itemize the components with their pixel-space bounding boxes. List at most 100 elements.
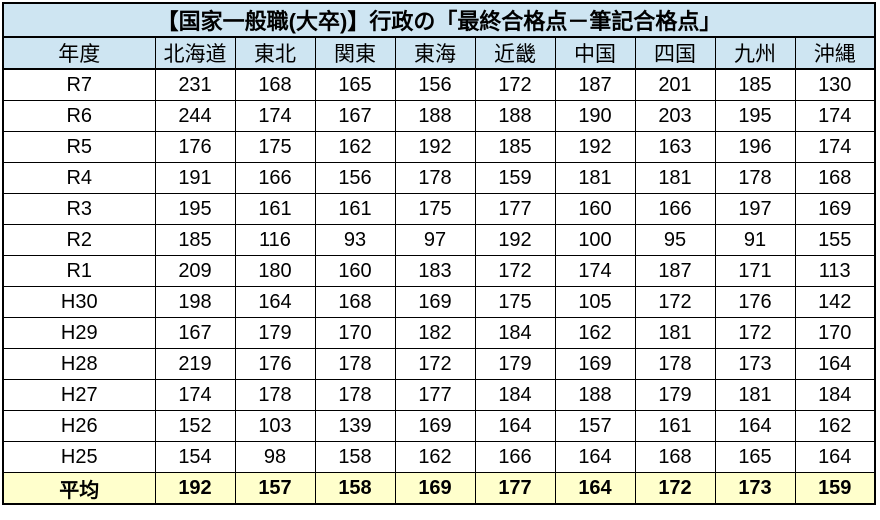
score-table: 【国家一般職(大卒)】行政の「最終合格点－筆記合格点」 年度 北海道 東北 関東 東海近… [2, 2, 876, 505]
average-score-cell: 158 [314, 472, 396, 505]
region-column-header: 九州 [714, 36, 796, 70]
score-cell: 179 [634, 379, 716, 411]
year-cell: H28 [2, 348, 156, 380]
score-cell: 181 [554, 162, 636, 194]
score-cell: 196 [714, 131, 796, 163]
average-score-cell: 192 [154, 472, 236, 505]
score-cell: 180 [234, 255, 316, 287]
score-cell: 174 [794, 100, 876, 132]
year-cell: R6 [2, 100, 156, 132]
score-cell: 95 [634, 224, 716, 256]
score-cell: 152 [154, 410, 236, 442]
table-row: H26 152 103 139 169 164 157 161 164 162 [2, 410, 876, 442]
score-cell: 169 [394, 410, 476, 442]
score-cell: 116 [234, 224, 316, 256]
score-cell: 175 [474, 286, 556, 318]
score-cell: 203 [634, 100, 716, 132]
score-cell: 162 [794, 410, 876, 442]
score-cell: 105 [554, 286, 636, 318]
average-label: 平均 [2, 472, 156, 505]
score-cell: 166 [474, 441, 556, 473]
score-cell: 103 [234, 410, 316, 442]
score-cell: 175 [234, 131, 316, 163]
average-row: 平均 192 157 158 169 177 164 172 173 159 [2, 472, 876, 505]
year-cell: R2 [2, 224, 156, 256]
score-cell: 171 [714, 255, 796, 287]
title-row: 【国家一般職(大卒)】行政の「最終合格点－筆記合格点」 [2, 2, 876, 38]
score-cell: 168 [634, 441, 716, 473]
score-cell: 209 [154, 255, 236, 287]
score-cell: 181 [714, 379, 796, 411]
score-cell: 155 [794, 224, 876, 256]
score-cell: 174 [554, 255, 636, 287]
score-cell: 188 [394, 100, 476, 132]
table-row: R5 176 175 162 192 185 192 163 196 174 [2, 131, 876, 163]
score-cell: 177 [474, 193, 556, 225]
score-cell: 174 [794, 131, 876, 163]
score-cell: 97 [394, 224, 476, 256]
score-cell: 184 [474, 379, 556, 411]
year-cell: H26 [2, 410, 156, 442]
region-column-header: 沖縄 [794, 36, 876, 70]
table-row: R2 185 116 93 97 192 100 95 91 155 [2, 224, 876, 256]
score-cell: 188 [554, 379, 636, 411]
score-cell: 168 [234, 68, 316, 101]
score-cell: 160 [554, 193, 636, 225]
score-cell: 162 [314, 131, 396, 163]
score-cell: 178 [314, 379, 396, 411]
score-cell: 169 [554, 348, 636, 380]
score-cell: 113 [794, 255, 876, 287]
score-cell: 162 [394, 441, 476, 473]
table-row: H29 167 179 170 182 184 162 181 172 170 [2, 317, 876, 349]
score-cell: 185 [714, 68, 796, 101]
score-cell: 156 [394, 68, 476, 101]
score-cell: 159 [474, 162, 556, 194]
year-cell: H30 [2, 286, 156, 318]
score-cell: 192 [394, 131, 476, 163]
region-column-header: 東海 [394, 36, 476, 70]
average-score-cell: 157 [234, 472, 316, 505]
table-row: H27 174 178 178 177 184 188 179 181 184 [2, 379, 876, 411]
score-cell: 179 [234, 317, 316, 349]
score-cell: 162 [554, 317, 636, 349]
score-cell: 195 [714, 100, 796, 132]
score-cell: 170 [794, 317, 876, 349]
score-cell: 154 [154, 441, 236, 473]
year-cell: H27 [2, 379, 156, 411]
score-cell: 176 [234, 348, 316, 380]
score-cell: 176 [714, 286, 796, 318]
score-cell: 192 [474, 224, 556, 256]
score-cell: 191 [154, 162, 236, 194]
score-cell: 172 [394, 348, 476, 380]
score-cell: 178 [634, 348, 716, 380]
score-cell: 167 [154, 317, 236, 349]
table-row: R6 244 174 167 188 188 190 203 195 174 [2, 100, 876, 132]
score-cell: 184 [794, 379, 876, 411]
score-cell: 190 [554, 100, 636, 132]
score-cell: 185 [474, 131, 556, 163]
region-column-header: 近畿 [474, 36, 556, 70]
year-cell: R7 [2, 68, 156, 101]
score-cell: 178 [234, 379, 316, 411]
score-cell: 183 [394, 255, 476, 287]
score-cell: 195 [154, 193, 236, 225]
score-cell: 181 [634, 317, 716, 349]
score-cell: 161 [634, 410, 716, 442]
score-cell: 169 [794, 193, 876, 225]
score-cell: 130 [794, 68, 876, 101]
average-score-cell: 177 [474, 472, 556, 505]
score-cell: 158 [314, 441, 396, 473]
table-row: R4 191 166 156 178 159 181 181 178 168 [2, 162, 876, 194]
average-score-cell: 173 [714, 472, 796, 505]
score-cell: 139 [314, 410, 396, 442]
year-cell: R3 [2, 193, 156, 225]
region-column-header: 関東 [314, 36, 396, 70]
table-row: H30 198 164 168 169 175 105 172 176 142 [2, 286, 876, 318]
score-cell: 166 [234, 162, 316, 194]
score-cell: 93 [314, 224, 396, 256]
score-cell: 201 [634, 68, 716, 101]
score-cell: 175 [394, 193, 476, 225]
score-cell: 176 [154, 131, 236, 163]
score-cell: 174 [154, 379, 236, 411]
score-cell: 172 [474, 255, 556, 287]
